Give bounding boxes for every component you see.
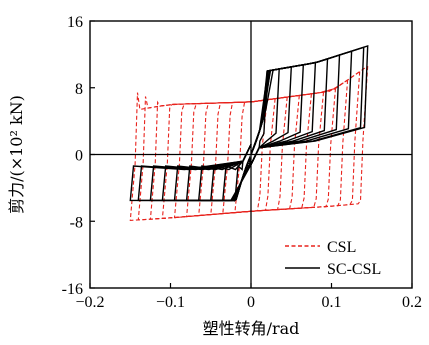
legend-label-csl: CSL [327,239,356,256]
csl-loop [129,65,369,221]
legend: CSL SC-CSL [285,239,381,278]
csl-loop [198,94,300,217]
x-tick-label: 0 [247,294,255,311]
x-tick-label: 0.2 [402,294,422,311]
csl-loop [185,93,312,218]
x-tick-label: 0.1 [322,294,342,311]
y-tick-label: 16 [67,14,83,31]
y-tick-label: 0 [75,148,83,165]
y-tick-label: -8 [70,214,83,231]
axis-ticks [89,20,413,289]
legend-label-sc-csl: SC-CSL [327,261,381,278]
y-tick-label: 8 [75,81,83,98]
y-axis-label: 剪力/(×10² kN) [7,95,26,214]
x-tick-label: −0.2 [75,294,104,311]
series-csl-loops [129,65,369,221]
x-tick-label: −0.1 [156,294,185,311]
y-tick-label: -16 [62,281,83,298]
x-axis-label: 塑性转角/rad [203,319,300,338]
csl-loop [222,98,276,215]
axis-tick-labels: −0.2 −0.1 0 0.1 0.2 16 8 0 -8 -16 [62,14,422,311]
csl-loop [210,96,288,216]
